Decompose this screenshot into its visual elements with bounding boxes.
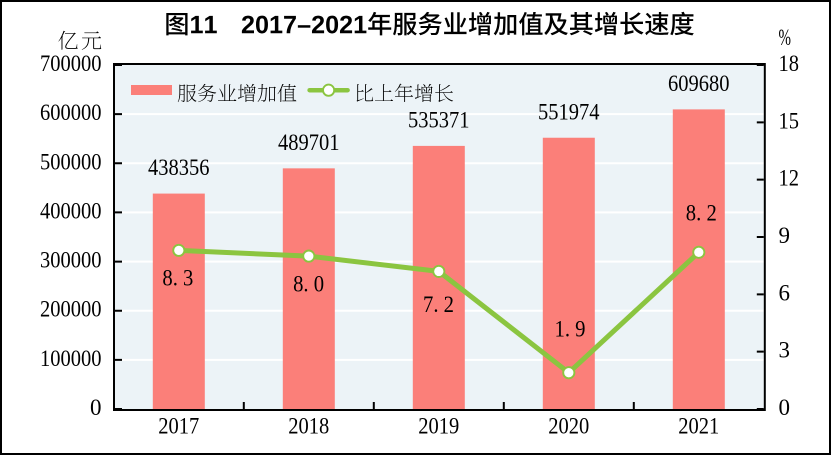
svg-text:551974: 551974	[538, 99, 600, 124]
svg-text:6: 6	[779, 280, 791, 305]
svg-text:300000: 300000	[40, 248, 102, 273]
svg-text:2018: 2018	[288, 414, 329, 439]
svg-text:2017: 2017	[158, 414, 199, 439]
svg-text:2019: 2019	[418, 414, 459, 439]
svg-text:0: 0	[779, 395, 791, 420]
svg-text:535371: 535371	[408, 108, 470, 133]
svg-text:8. 3: 8. 3	[162, 265, 193, 290]
svg-text:9: 9	[779, 223, 791, 248]
svg-text:1. 9: 1. 9	[555, 317, 586, 342]
svg-text:7. 2: 7. 2	[423, 292, 454, 317]
svg-text:%: %	[779, 25, 792, 50]
svg-text:2020: 2020	[548, 414, 589, 439]
svg-text:2021: 2021	[678, 414, 719, 439]
svg-text:0: 0	[90, 395, 102, 420]
svg-text:100000: 100000	[40, 346, 102, 371]
svg-text:609680: 609680	[668, 71, 730, 96]
svg-text:489701: 489701	[278, 130, 340, 155]
svg-text:200000: 200000	[40, 297, 102, 322]
svg-text:3: 3	[779, 338, 791, 363]
svg-text:400000: 400000	[40, 198, 102, 223]
svg-text:438356: 438356	[148, 155, 210, 180]
svg-text:8. 2: 8. 2	[686, 201, 717, 226]
svg-text:8. 0: 8. 0	[293, 272, 324, 297]
svg-text:600000: 600000	[40, 100, 102, 125]
svg-text:18: 18	[779, 51, 800, 76]
svg-text:500000: 500000	[40, 149, 102, 174]
svg-text:15: 15	[779, 108, 800, 133]
svg-text:700000: 700000	[40, 51, 102, 76]
svg-text:12: 12	[779, 166, 800, 191]
